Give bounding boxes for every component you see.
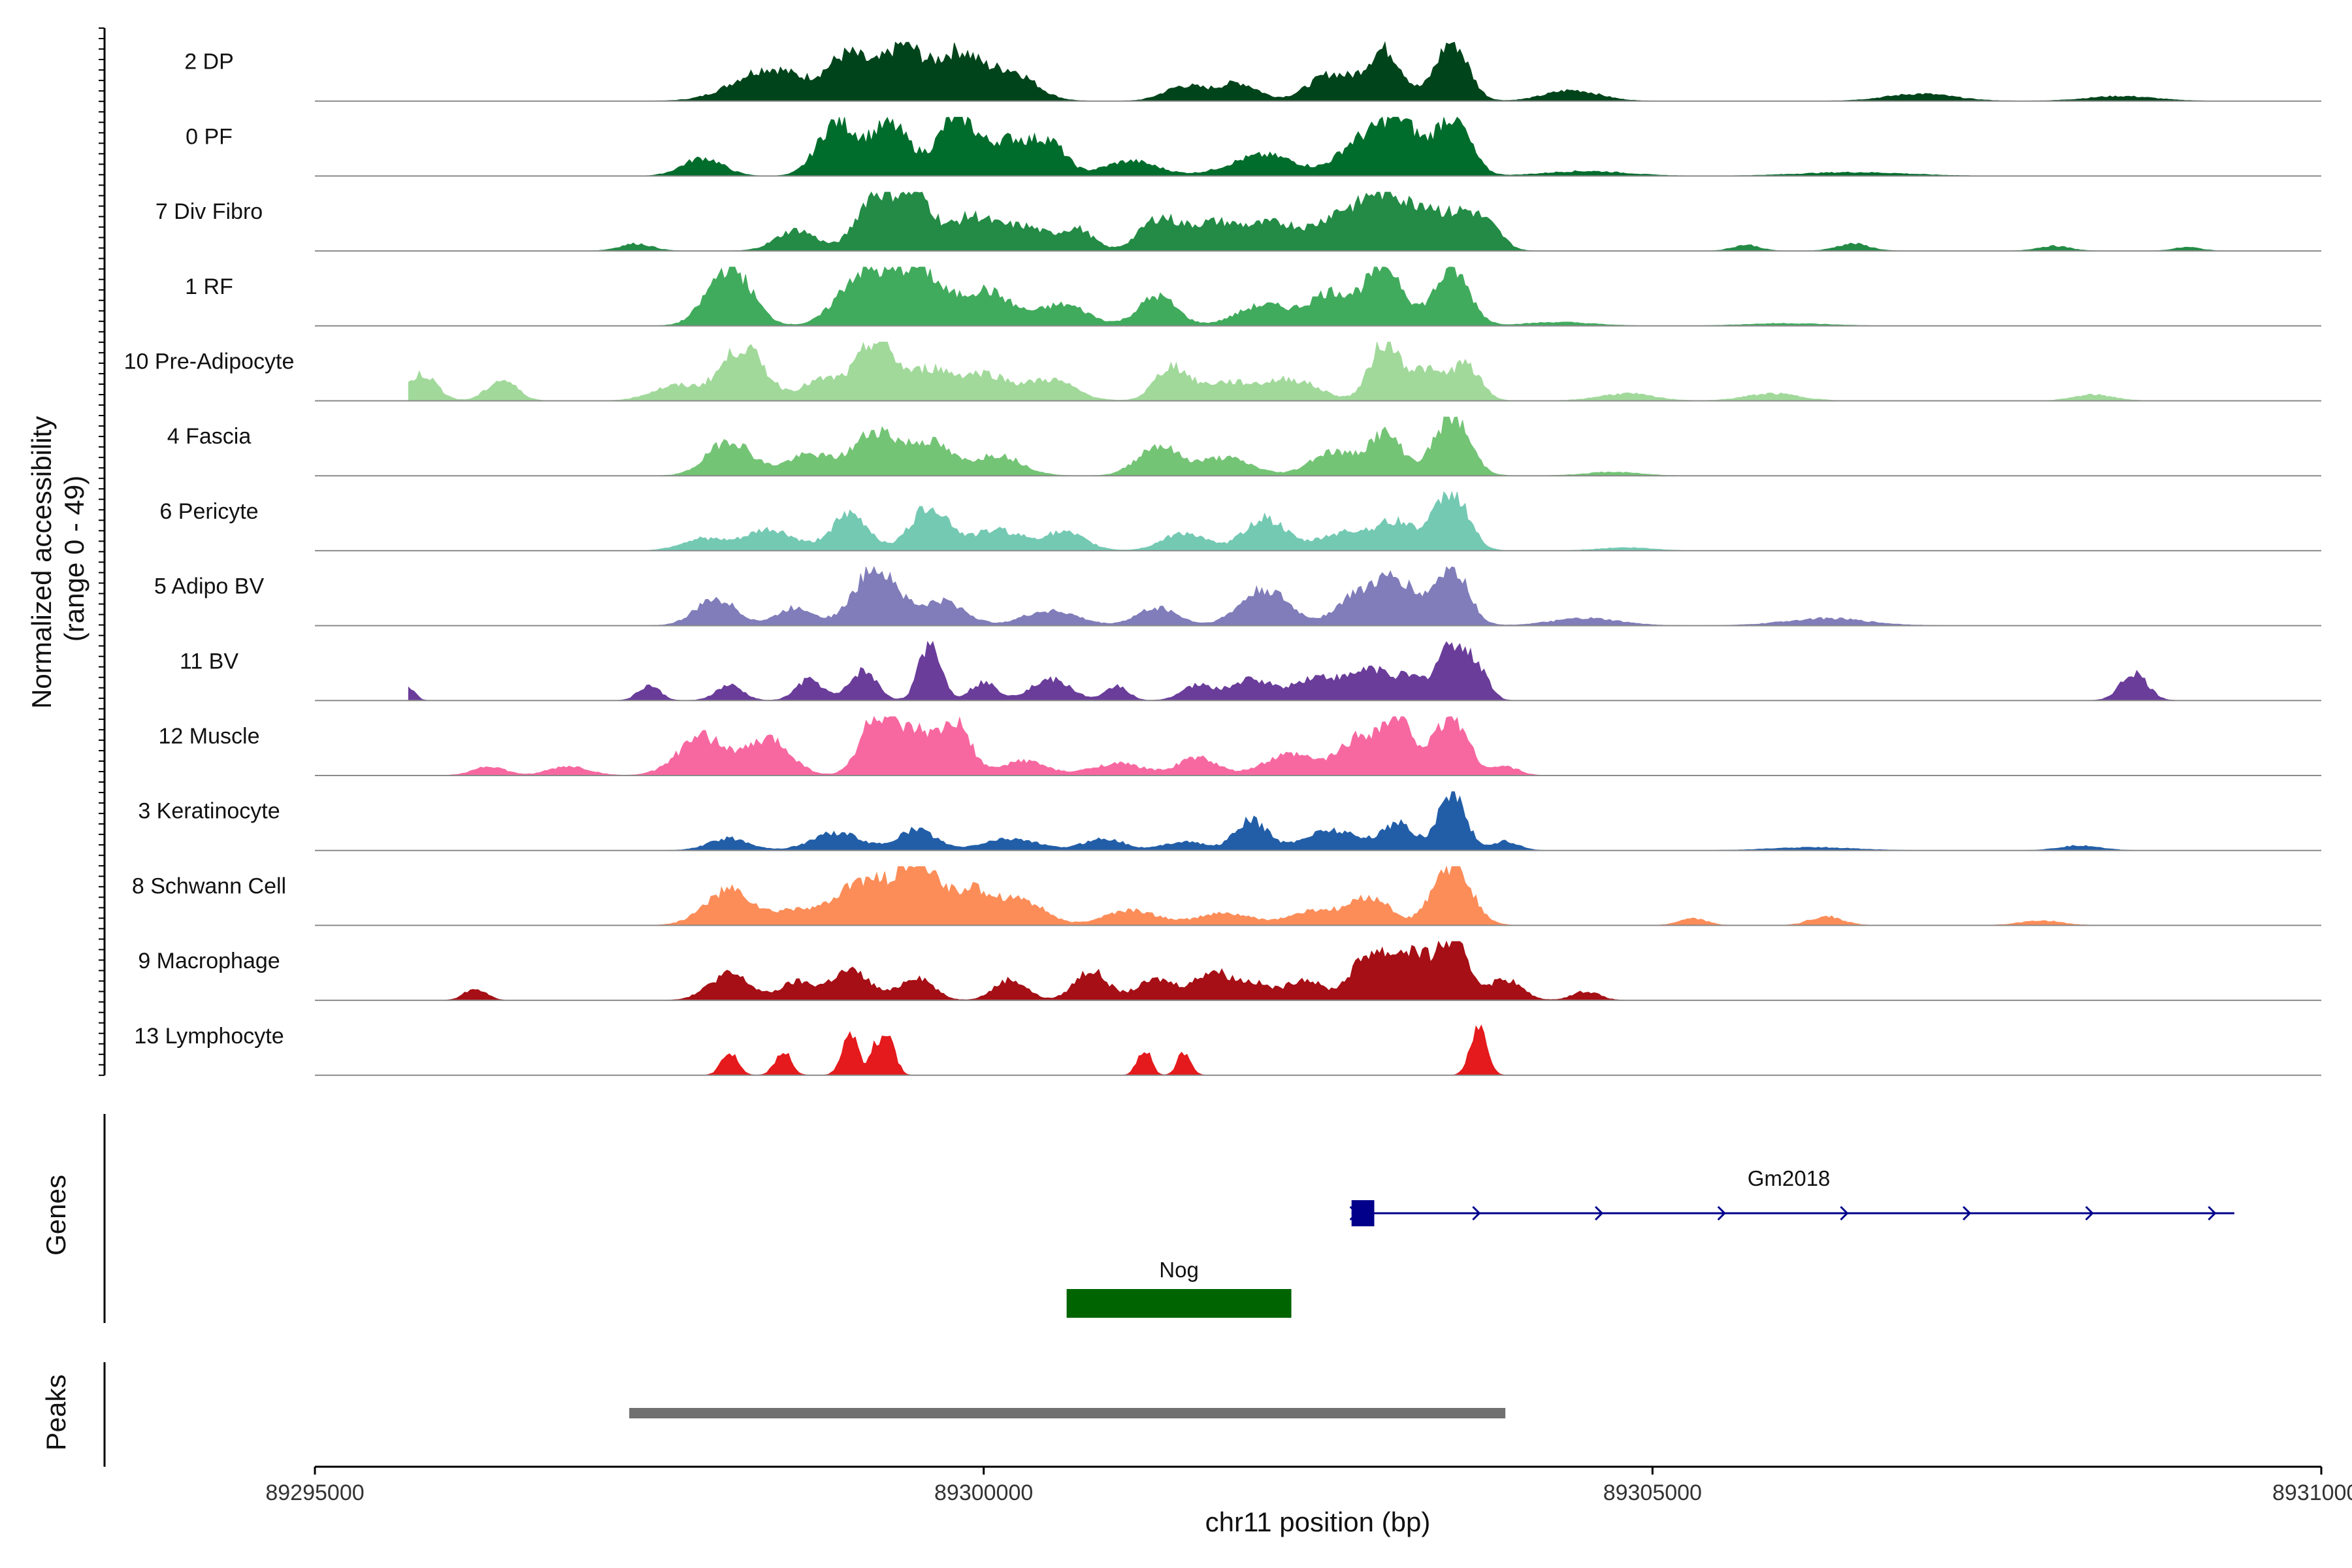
x-axis: chr11 position (bp) 89295000 89300000 8930… (265, 1465, 2352, 1537)
x-tick-label: 89300000 (934, 1480, 1033, 1505)
track-label: 0 PF (186, 124, 233, 149)
x-tick-label: 89310000 (2272, 1480, 2352, 1505)
track-label: 2 DP (184, 50, 234, 74)
coverage-track: 0 PF (186, 116, 2321, 177)
coverage-track: 3 Keratinocyte (138, 791, 2321, 851)
coverage-track: 7 Div Fibro (155, 191, 2321, 252)
y-axis-title: Normalized accessibility (range 0 - 49) (26, 408, 90, 709)
coverage-area (408, 491, 2321, 551)
peaks-track-title: Peaks (41, 1375, 71, 1451)
x-tick-label: 89305000 (1603, 1480, 1702, 1505)
coverage-area (649, 1024, 1519, 1076)
coverage-track: 5 Adipo BV (154, 566, 2321, 627)
coverage-area (408, 640, 2188, 701)
genes-track: Genes Gm2018 Nog (41, 1114, 2234, 1323)
coverage-area (408, 191, 2321, 252)
coverage-track: 13 Lymphocyte (134, 1024, 2321, 1076)
coverage-area (408, 266, 2321, 327)
coverage-track: 1 RF (185, 266, 2321, 327)
strand-arrow-icon (1840, 1205, 1849, 1221)
strand-arrow-icon (1717, 1205, 1726, 1221)
coverage-track: 11 BV (180, 640, 2321, 702)
gene-nog: Nog (1066, 1258, 1292, 1318)
gene-label: Gm2018 (1748, 1166, 1831, 1190)
track-label: 12 Muscle (159, 724, 260, 749)
strand-arrow-icon (1962, 1205, 1972, 1221)
coverage-area (408, 940, 2321, 1001)
track-label: 8 Schwann Cell (132, 874, 286, 898)
track-label: 13 Lymphocyte (134, 1024, 284, 1049)
peak-region (629, 1408, 1506, 1418)
track-label: 9 Macrophage (138, 949, 280, 973)
coverage-track: 4 Fascia (167, 416, 2321, 477)
track-label: 5 Adipo BV (154, 574, 265, 599)
y-axis-title-line1: Normalized accessibility (26, 416, 57, 709)
track-label: 11 BV (180, 649, 238, 674)
coverage-area (408, 865, 2321, 926)
strand-arrow-icon (1472, 1205, 1481, 1221)
track-label: 4 Fascia (167, 424, 252, 449)
y-axis: Normalized accessibility (range 0 - 49) (26, 27, 106, 1076)
strand-arrow-icon (2085, 1205, 2094, 1221)
coverage-area (408, 342, 2321, 401)
gene-label: Nog (1159, 1258, 1199, 1282)
coverage-area (408, 566, 2321, 627)
x-axis-title: chr11 position (bp) (1205, 1507, 1431, 1537)
coverage-track: 2 DP (184, 41, 2321, 102)
x-tick-label: 89295000 (265, 1480, 364, 1505)
coverage-track: 9 Macrophage (138, 940, 2321, 1002)
coverage-track: 6 Pericyte (159, 491, 2321, 551)
y-axis-title-line2: (range 0 - 49) (59, 476, 90, 642)
coverage-area (408, 416, 2321, 476)
strand-arrow-icon (1594, 1205, 1604, 1221)
coverage-track: 8 Schwann Cell (132, 865, 2321, 926)
coverage-track: 10 Pre-Adipocyte (124, 342, 2321, 402)
track-label: 10 Pre-Adipocyte (124, 350, 295, 374)
gene-gm2018: Gm2018 (1349, 1166, 2234, 1226)
track-label: 7 Div Fibro (155, 199, 263, 224)
coverage-area (408, 116, 2054, 176)
gene-exon (1351, 1200, 1375, 1226)
track-label: 3 Keratinocyte (138, 799, 280, 824)
track-label: 1 RF (185, 274, 233, 299)
genes-track-title: Genes (41, 1175, 71, 1256)
coverage-track: 12 Muscle (159, 715, 2321, 776)
coverage-tracks: 2 DP 0 PF 7 Div Fibro 1 RF 10 Pre-Adipocyte 4… (124, 41, 2321, 1076)
strand-arrow-icon (2208, 1205, 2217, 1221)
gene-exon (1066, 1289, 1292, 1318)
peaks-track: Peaks (41, 1362, 1506, 1467)
coverage-area (408, 41, 2215, 102)
coverage-area (448, 715, 2321, 776)
coverage-area (408, 791, 2321, 851)
track-label: 6 Pericyte (159, 499, 258, 524)
